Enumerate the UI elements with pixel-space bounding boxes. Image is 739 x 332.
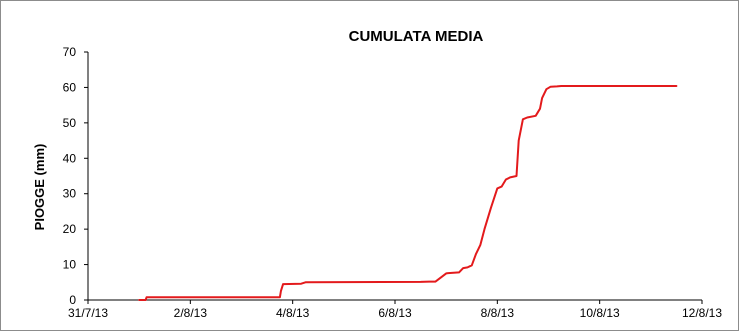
y-tick-label: 20 (63, 222, 77, 236)
y-tick-label: 0 (69, 293, 76, 307)
x-tick-label: 31/7/13 (68, 306, 108, 320)
chart-title: CUMULATA MEDIA (349, 28, 484, 45)
x-tick-label: 6/8/13 (378, 306, 412, 320)
x-tick-label: 2/8/13 (174, 306, 208, 320)
axes: 0 10 20 30 40 50 60 70 31/7/13 2/8/13 4/8/13 6/8/13… (63, 45, 723, 320)
series-layer (138, 85, 678, 301)
y-tick-label: 50 (63, 116, 77, 130)
x-tick-label: 4/8/13 (276, 306, 310, 320)
y-axis-label: PIOGGE (mm) (32, 144, 47, 231)
x-tick-label: 8/8/13 (481, 306, 515, 320)
y-tick-label: 60 (63, 80, 77, 94)
series-line (138, 85, 678, 301)
y-tick-label: 70 (63, 45, 77, 59)
y-tick-label: 10 (63, 258, 77, 272)
y-tick-label: 30 (63, 187, 77, 201)
x-tick-label: 10/8/13 (580, 306, 620, 320)
y-tick-label: 40 (63, 151, 77, 165)
x-tick-label: 12/8/13 (682, 306, 722, 320)
